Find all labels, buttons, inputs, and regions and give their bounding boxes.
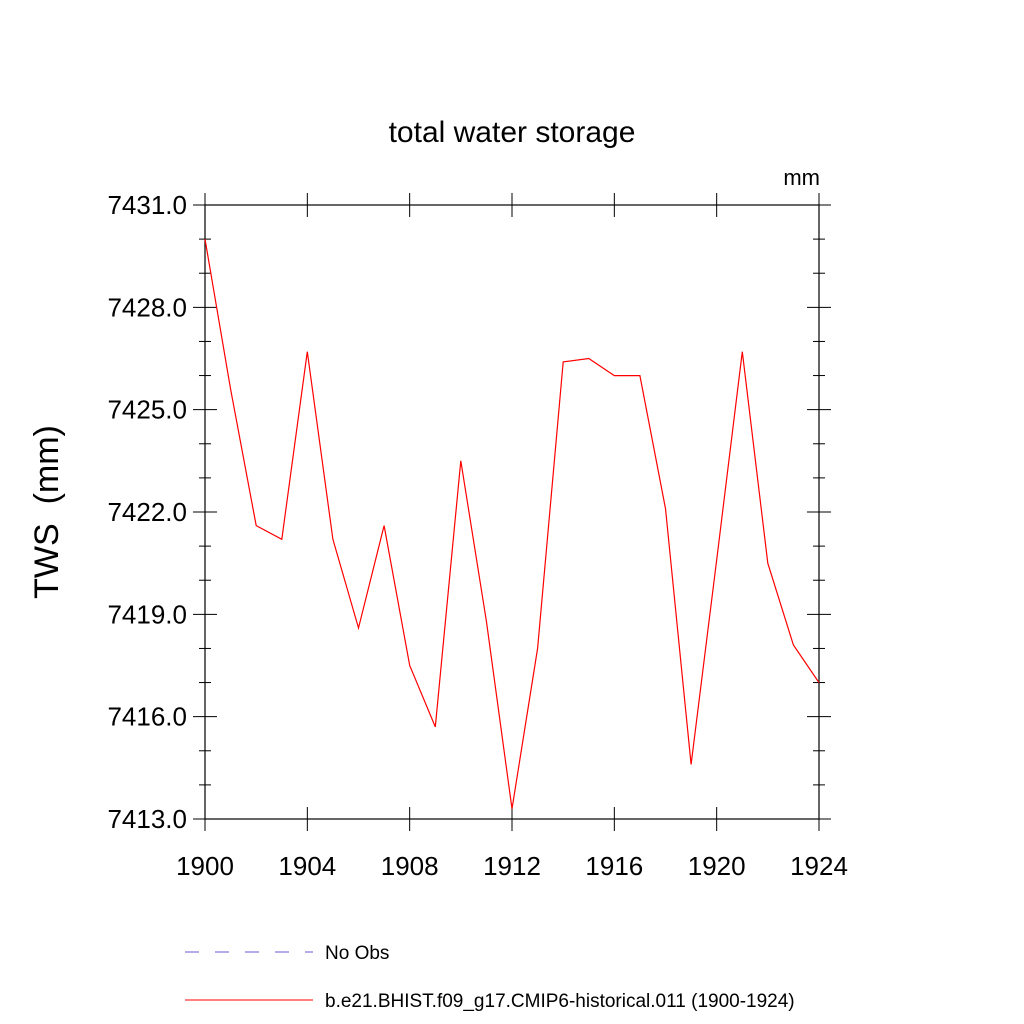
x-tick-label: 1916 (585, 851, 643, 881)
x-tick-label: 1920 (688, 851, 746, 881)
y-tick-label: 7431.0 (107, 190, 187, 220)
y-tick-label: 7416.0 (107, 702, 187, 732)
legend-label: b.e21.BHIST.f09_g17.CMIP6-historical.011… (325, 991, 795, 1012)
series-lines (204, 238, 820, 809)
x-tick-label: 1900 (176, 851, 234, 881)
series-line (204, 238, 820, 809)
x-axis-ticks (204, 193, 820, 831)
y-tick-label: 7419.0 (107, 599, 187, 629)
y-tick-label: 7428.0 (107, 292, 187, 322)
x-tick-label: 1912 (483, 851, 541, 881)
x-axis-tick-labels: 1900 1904 1908 1912 1916 1920 1924 (176, 851, 848, 881)
y-axis-tick-labels: 7413.0 7416.0 7419.0 7422.0 7425.0 7428.0 7431… (107, 190, 187, 834)
legend: No Obs b.e21.BHIST.f09_g17.CMIP6-historic… (185, 943, 795, 1012)
legend-label: No Obs (325, 943, 389, 964)
units-label: mm (783, 165, 820, 190)
plot-frame (204, 204, 820, 820)
x-tick-label: 1908 (381, 851, 439, 881)
x-tick-label: 1904 (278, 851, 336, 881)
y-tick-label: 7422.0 (107, 497, 187, 527)
y-axis-ticks (193, 204, 831, 820)
y-tick-label: 7425.0 (107, 395, 187, 425)
x-tick-label: 1924 (790, 851, 848, 881)
chart-title: total water storage (389, 116, 636, 149)
y-tick-label: 7413.0 (107, 804, 187, 834)
y-axis-label: TWS (mm) (28, 425, 66, 599)
